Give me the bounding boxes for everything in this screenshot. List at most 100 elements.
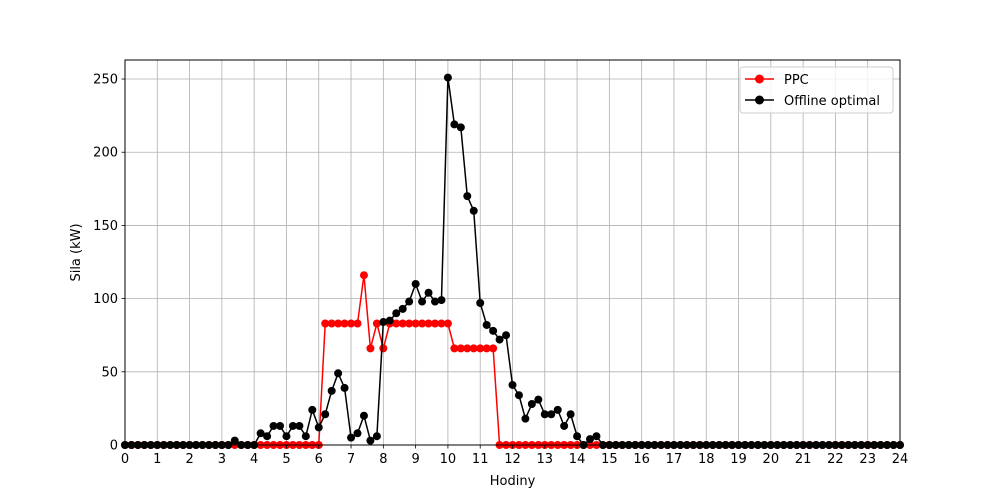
x-tick-label: 17 — [666, 452, 683, 467]
data-point-offline-optimal — [347, 433, 356, 442]
x-tick-label: 15 — [601, 452, 618, 467]
data-point-offline-optimal — [359, 411, 368, 420]
x-tick-label: 10 — [440, 452, 457, 467]
data-point-ppc — [353, 319, 362, 328]
data-point-offline-optimal — [443, 73, 452, 82]
data-point-offline-optimal — [327, 386, 336, 395]
data-point-offline-optimal — [456, 123, 465, 132]
data-point-offline-optimal — [592, 432, 601, 441]
data-point-offline-optimal — [321, 410, 330, 419]
x-tick-label: 1 — [153, 452, 161, 467]
data-point-offline-optimal — [385, 316, 394, 325]
data-point-ppc — [398, 319, 407, 328]
data-point-offline-optimal — [476, 299, 485, 307]
data-point-offline-optimal — [398, 304, 407, 313]
data-point-ppc — [411, 319, 420, 328]
data-point-offline-optimal — [256, 429, 265, 438]
data-point-ppc — [437, 319, 446, 328]
data-point-offline-optimal — [527, 400, 536, 409]
data-point-offline-optimal — [502, 331, 511, 340]
data-point-offline-optimal — [540, 410, 549, 419]
data-point-offline-optimal — [450, 120, 459, 129]
data-point-ppc — [327, 319, 336, 328]
x-tick-label: 16 — [633, 452, 650, 467]
data-point-offline-optimal — [586, 435, 594, 444]
data-point-ppc — [489, 344, 498, 353]
legend-ppc-marker — [755, 74, 764, 84]
data-point-ppc — [424, 319, 433, 328]
data-point-offline-optimal — [334, 369, 343, 378]
data-point-offline-optimal — [308, 405, 317, 414]
data-point-offline-optimal — [534, 395, 543, 404]
x-tick-label: 3 — [218, 452, 226, 467]
x-tick-label: 8 — [379, 452, 387, 467]
x-tick-label: 9 — [411, 452, 419, 467]
data-point-ppc — [359, 271, 368, 280]
x-tick-label: 14 — [569, 452, 586, 467]
data-point-offline-optimal — [495, 335, 504, 344]
data-point-ppc — [456, 344, 465, 353]
y-tick-label: 200 — [93, 146, 118, 161]
data-point-offline-optimal — [521, 414, 530, 423]
data-point-ppc — [405, 319, 414, 328]
data-point-offline-optimal — [301, 432, 310, 441]
data-point-offline-optimal — [372, 432, 381, 441]
data-point-offline-optimal — [424, 288, 433, 297]
data-point-offline-optimal — [547, 410, 556, 419]
data-point-offline-optimal — [573, 432, 582, 441]
x-tick-label: 6 — [315, 452, 323, 467]
x-tick-label: 18 — [698, 452, 715, 467]
data-point-offline-optimal — [282, 432, 291, 441]
x-tick-label: 24 — [892, 452, 909, 467]
data-point-offline-optimal — [405, 297, 414, 306]
data-point-ppc — [347, 319, 356, 328]
data-point-offline-optimal — [560, 421, 569, 430]
data-point-offline-optimal — [366, 436, 375, 445]
legend-offline-marker — [755, 95, 764, 105]
x-tick-label: 21 — [795, 452, 812, 467]
data-point-ppc — [334, 319, 343, 328]
data-point-offline-optimal — [263, 432, 272, 441]
data-point-offline-optimal — [411, 279, 420, 288]
x-tick-label: 5 — [282, 452, 290, 467]
data-point-offline-optimal — [269, 421, 278, 430]
x-tick-label: 23 — [859, 452, 876, 467]
data-point-offline-optimal — [431, 297, 439, 306]
data-point-ppc — [321, 319, 330, 328]
x-tick-label: 13 — [537, 452, 554, 467]
y-tick-label: 50 — [101, 365, 118, 380]
data-point-ppc — [392, 319, 401, 328]
data-point-offline-optimal — [489, 326, 498, 335]
x-tick-label: 2 — [185, 452, 193, 467]
data-point-offline-optimal — [508, 380, 517, 389]
data-point-ppc — [443, 319, 452, 328]
y-axis-title: Sila (kW) — [69, 223, 84, 281]
x-tick-label: 12 — [504, 452, 521, 467]
data-point-ppc — [431, 319, 439, 328]
y-tick-label: 0 — [110, 439, 118, 454]
data-point-offline-optimal — [295, 421, 304, 430]
data-point-offline-optimal — [392, 309, 401, 318]
data-point-offline-optimal — [514, 391, 523, 400]
data-point-offline-optimal — [314, 423, 323, 432]
data-point-offline-optimal — [276, 421, 284, 430]
x-axis-title: Hodiny — [490, 474, 536, 489]
data-point-offline-optimal — [288, 421, 297, 430]
data-point-offline-optimal — [482, 320, 491, 329]
data-point-offline-optimal — [418, 297, 427, 306]
data-point-ppc — [469, 344, 478, 353]
legend: PPC Offline optimal — [739, 66, 894, 114]
x-tick-label: 20 — [763, 452, 780, 467]
data-point-ppc — [372, 319, 381, 328]
data-point-offline-optimal — [553, 405, 562, 414]
data-point-ppc — [482, 344, 491, 353]
data-point-ppc — [379, 344, 388, 353]
x-tick-label: 0 — [121, 452, 129, 467]
y-tick-label: 100 — [93, 292, 118, 307]
data-point-ppc — [418, 319, 427, 328]
legend-ppc-label: PPC — [784, 73, 809, 88]
data-point-ppc — [450, 344, 459, 353]
data-point-offline-optimal — [566, 410, 575, 419]
x-tick-label: 19 — [730, 452, 747, 467]
